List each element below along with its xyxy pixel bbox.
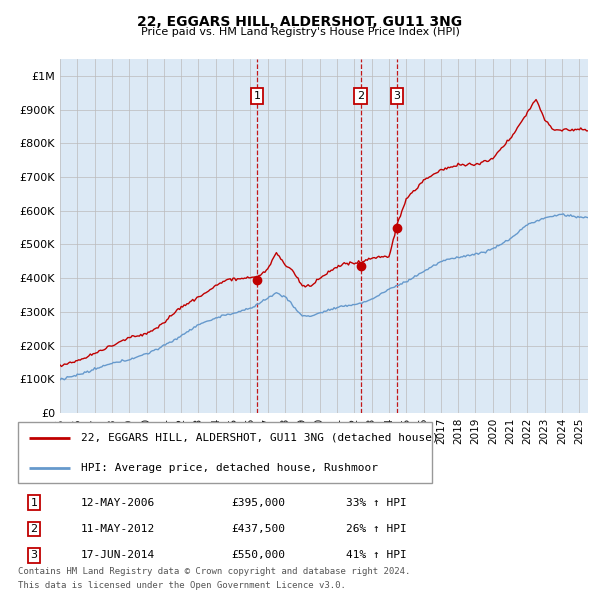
Text: 22, EGGARS HILL, ALDERSHOT, GU11 3NG: 22, EGGARS HILL, ALDERSHOT, GU11 3NG <box>137 15 463 29</box>
Text: £550,000: £550,000 <box>231 550 285 560</box>
Text: 33% ↑ HPI: 33% ↑ HPI <box>346 498 407 507</box>
Text: Contains HM Land Registry data © Crown copyright and database right 2024.: Contains HM Land Registry data © Crown c… <box>18 567 410 576</box>
Text: 26% ↑ HPI: 26% ↑ HPI <box>346 524 407 534</box>
Text: 11-MAY-2012: 11-MAY-2012 <box>81 524 155 534</box>
Text: HPI: Average price, detached house, Rushmoor: HPI: Average price, detached house, Rush… <box>81 463 378 473</box>
Text: £437,500: £437,500 <box>231 524 285 534</box>
Text: 3: 3 <box>31 550 37 560</box>
Text: 3: 3 <box>394 91 400 101</box>
Text: 12-MAY-2006: 12-MAY-2006 <box>81 498 155 507</box>
Text: 1: 1 <box>31 498 37 507</box>
FancyBboxPatch shape <box>18 422 433 483</box>
Text: Price paid vs. HM Land Registry's House Price Index (HPI): Price paid vs. HM Land Registry's House … <box>140 27 460 37</box>
Text: 41% ↑ HPI: 41% ↑ HPI <box>346 550 407 560</box>
Text: 17-JUN-2014: 17-JUN-2014 <box>81 550 155 560</box>
Text: 2: 2 <box>357 91 364 101</box>
Text: 22, EGGARS HILL, ALDERSHOT, GU11 3NG (detached house): 22, EGGARS HILL, ALDERSHOT, GU11 3NG (de… <box>81 433 439 443</box>
Text: £395,000: £395,000 <box>231 498 285 507</box>
Text: 1: 1 <box>253 91 260 101</box>
Text: 2: 2 <box>31 524 37 534</box>
Text: This data is licensed under the Open Government Licence v3.0.: This data is licensed under the Open Gov… <box>18 581 346 590</box>
